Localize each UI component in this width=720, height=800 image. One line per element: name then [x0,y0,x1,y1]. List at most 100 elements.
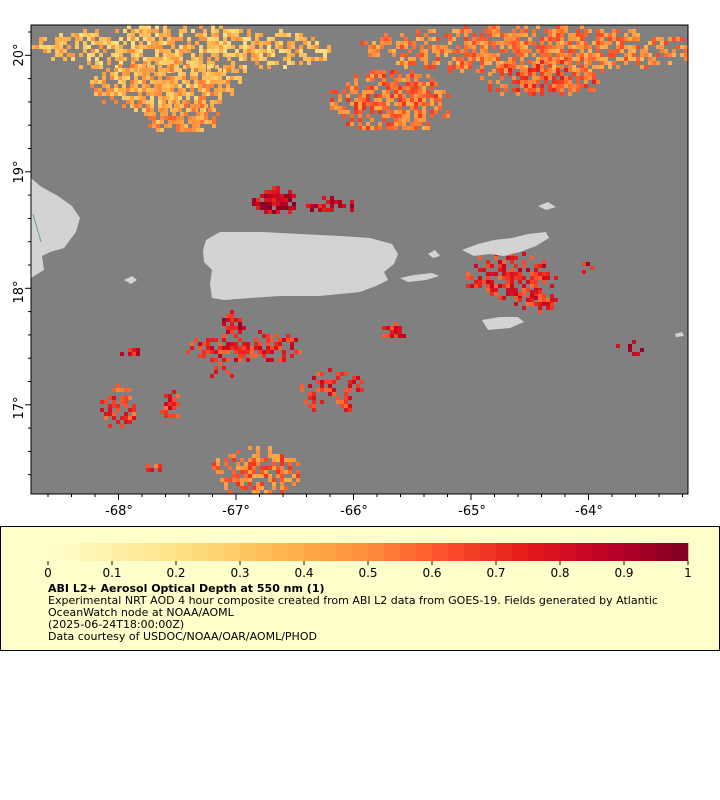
aod-cell [155,41,159,45]
aod-cell [271,49,275,53]
aod-cell [131,49,135,53]
aod-cell [406,90,410,94]
aod-cell [520,61,524,65]
aod-cell [338,98,342,102]
colorbar-cell [288,543,305,561]
aod-cell [596,57,600,61]
aod-cell [291,53,295,57]
aod-cell [612,49,616,53]
aod-cell [234,358,238,362]
aod-cell [560,92,564,96]
aod-cell [223,49,227,53]
aod-cell [500,84,504,88]
aod-cell [276,194,280,198]
aod-cell [316,388,320,392]
aod-cell [398,330,402,334]
aod-cell [494,292,498,296]
aod-cell [158,68,162,72]
aod-cell [484,57,488,61]
aod-cell [242,342,246,346]
aod-cell [146,104,150,108]
aod-cell [346,86,350,90]
aod-cell [526,302,530,306]
aod-cell [278,342,282,346]
aod-cell [552,33,556,37]
aod-cell [128,352,132,356]
aod-cell [235,29,239,33]
aod-cell [159,37,163,41]
aod-cell [388,41,392,45]
aod-cell [560,37,564,41]
aod-cell [163,49,167,53]
aod-cell [632,37,636,41]
aod-cell [139,69,143,73]
aod-cell [94,92,98,96]
aod-cell [110,96,114,100]
aod-cell [124,404,128,408]
aod-cell [288,478,292,482]
aod-cell [540,49,544,53]
aod-cell [206,80,210,84]
aod-cell [240,470,244,474]
colorbar-cell [512,543,529,561]
aod-cell [390,98,394,102]
aod-cell [223,45,227,49]
aod-cell [556,88,560,92]
aod-cell [482,280,486,284]
aod-cell [240,458,244,462]
aod-cell [167,33,171,37]
aod-cell [147,37,151,41]
aod-cell [582,262,586,266]
aod-cell [568,84,572,88]
aod-cell [284,206,288,210]
aod-cell [524,53,528,57]
aod-cell [398,94,402,98]
aod-cell [536,88,540,92]
aod-cell [171,41,175,45]
aod-cell [312,408,316,412]
aod-cell [480,41,484,45]
aod-cell [350,208,354,212]
aod-cell [150,468,154,472]
aod-cell [316,372,320,376]
aod-cell [486,284,490,288]
aod-cell [312,400,316,404]
aod-cell [300,384,304,388]
aod-cell [398,86,402,90]
aod-cell [260,474,264,478]
aod-cell [652,41,656,45]
aod-cell [206,72,210,76]
aod-cell [486,280,490,284]
aod-cell [394,326,398,330]
aod-cell [211,33,215,37]
aod-cell [279,49,283,53]
aod-cell [422,98,426,102]
aod-cell [150,108,154,112]
lon-label-68: -68° [105,504,133,519]
aod-cell [168,398,172,402]
aod-cell [119,57,123,61]
aod-cell [263,57,267,61]
aod-cell [95,33,99,37]
aod-cell [554,298,558,302]
aod-cell [239,45,243,49]
aod-cell [328,388,332,392]
aod-cell [440,49,444,53]
aod-cell [166,68,170,72]
aod-cell [126,100,130,104]
aod-cell [636,37,640,41]
colorbar-cell [352,543,369,561]
aod-cell [548,61,552,65]
aod-cell [522,276,526,280]
aod-cell [190,76,194,80]
aod-cell [430,86,434,90]
aod-cell [534,302,538,306]
aod-cell [162,72,166,76]
aod-cell [195,33,199,37]
aod-cell [448,61,452,65]
aod-cell [358,118,362,122]
aod-cell [166,60,170,64]
aod-cell [323,57,327,61]
aod-cell [178,88,182,92]
aod-cell [582,270,586,274]
